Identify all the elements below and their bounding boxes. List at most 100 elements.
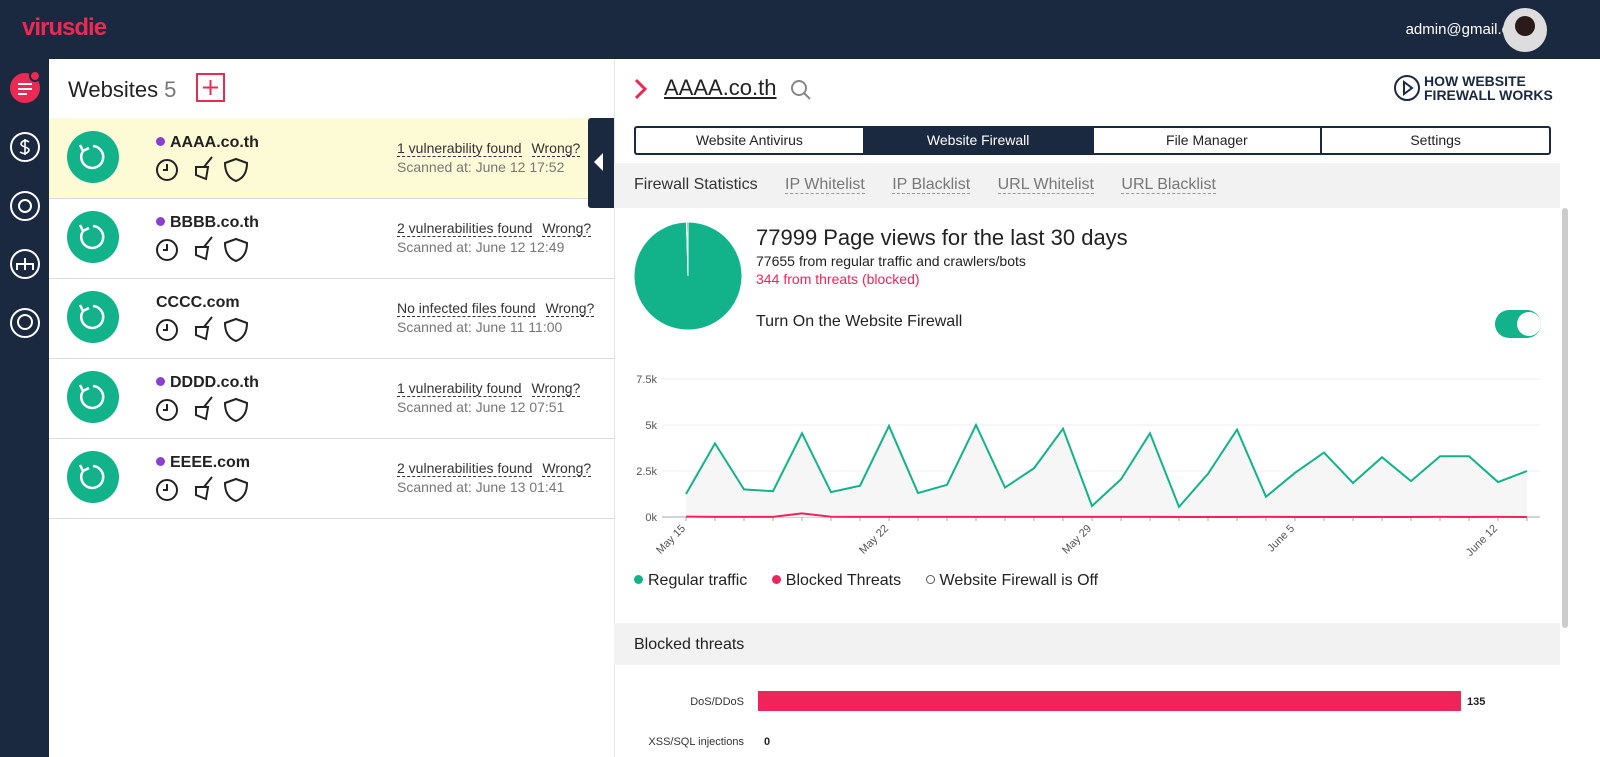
pie-value: 77655 [756, 253, 795, 269]
site-name: AAAA.co.th [156, 134, 259, 152]
subtab[interactable]: URL Blacklist [1121, 176, 1216, 194]
network-icon[interactable] [10, 249, 40, 279]
site-row[interactable]: CCCC.com No infected files found Wrong? Sca… [49, 278, 614, 359]
site-name-text: AAAA.co.th [170, 134, 259, 151]
subtab[interactable]: IP Blacklist [892, 176, 971, 194]
subtab[interactable]: Firewall Statistics [634, 176, 758, 193]
billing-icon[interactable] [10, 132, 40, 162]
scrollbar[interactable] [1562, 208, 1568, 628]
wrong-link[interactable]: Wrong? [531, 380, 581, 397]
search-handle [803, 92, 811, 100]
search-icon[interactable] [791, 80, 807, 96]
refresh-arrow [78, 304, 90, 313]
wrong-link[interactable]: Wrong? [531, 140, 581, 157]
badge [29, 70, 41, 82]
chat [17, 314, 33, 330]
logo[interactable]: virusdie [22, 14, 107, 41]
tab[interactable]: File Manager [1091, 128, 1321, 153]
pie-label: from regular traffic and crawlers/bots [798, 253, 1026, 269]
shield-icon [223, 397, 249, 423]
site-name-text: EEEE.com [170, 454, 251, 471]
scan-button[interactable] [67, 211, 119, 263]
refresh-arrow [78, 144, 90, 153]
site-row[interactable]: EEEE.com 2 vulnerabilities found Wrong? Sca… [49, 438, 614, 519]
scanned: Scanned at: June 12 07:51 [397, 399, 565, 415]
wrong-link[interactable]: Wrong? [542, 460, 592, 477]
pie-total: 77999 [756, 225, 818, 250]
clock-hands [163, 244, 168, 251]
top-bar [0, 0, 1600, 59]
status: 2 vulnerabilities found Wrong? [397, 460, 592, 477]
refresh-icon [80, 464, 105, 490]
scan-button[interactable] [67, 371, 119, 423]
site-name: BBBB.co.th [156, 214, 259, 232]
scan-button[interactable] [67, 291, 119, 343]
play [1403, 80, 1414, 96]
clock-icon [156, 319, 178, 341]
site-name: DDDD.co.th [156, 374, 259, 392]
legend-item: Regular traffic [634, 572, 747, 589]
broom-icon [195, 156, 213, 181]
broom-icon [195, 396, 213, 421]
site-name-text: DDDD.co.th [170, 374, 259, 391]
tab[interactable]: Settings [1320, 128, 1549, 153]
status-dot [156, 457, 165, 466]
user-email[interactable]: admin@gmail.com [1405, 21, 1530, 38]
legend-label: Regular traffic [648, 572, 748, 589]
status-text[interactable]: 1 vulnerability found [397, 140, 522, 157]
status-text[interactable]: No infected files found [397, 300, 536, 317]
legend-label: Blocked Threats [785, 572, 902, 589]
broom-icon [195, 316, 213, 341]
clock-hands [163, 324, 168, 331]
sites-heading: Websites 5 [68, 77, 176, 103]
subtab[interactable]: URL Whitelist [997, 176, 1094, 194]
subtab[interactable]: IP Whitelist [785, 176, 865, 194]
subtab-bar [614, 163, 1560, 208]
clock-hands [163, 164, 168, 171]
pie-title-text: Page views for the last 30 days [823, 225, 1128, 250]
status-text[interactable]: 2 vulnerabilities found [397, 460, 533, 477]
shield-icon [223, 157, 249, 183]
chat-icon[interactable] [10, 308, 40, 338]
tab[interactable]: Website Firewall [862, 128, 1092, 153]
line [685, 422, 1528, 509]
y-tick-label: 2.5k [636, 466, 657, 478]
x-tick-label: May 22 [857, 523, 891, 557]
scan-button[interactable] [67, 451, 119, 503]
how-line: FIREWALL WORKS [1424, 87, 1553, 103]
site-name: EEEE.com [156, 454, 250, 472]
status-text[interactable]: 1 vulnerability found [397, 380, 522, 397]
add-site-button[interactable] [196, 73, 225, 102]
y-tick-label: 5k [645, 420, 657, 432]
site-row[interactable]: BBBB.co.th 2 vulnerabilities found Wrong? S… [49, 198, 614, 279]
avatar-face [1515, 16, 1535, 36]
site-row[interactable]: DDDD.co.th 1 vulnerability found Wrong? Sca… [49, 358, 614, 439]
pie-line: 77655 from regular traffic and crawlers/b… [756, 253, 1128, 269]
x-tick-label: June 12 [1464, 523, 1500, 559]
status: 1 vulnerability found Wrong? [397, 380, 581, 397]
settings-icon[interactable] [10, 191, 40, 221]
y-tick-label: 0k [645, 512, 657, 524]
wrong-link[interactable]: Wrong? [542, 220, 592, 237]
menu-lines [18, 83, 32, 95]
sites-title: Websites [68, 77, 159, 102]
sidebar-icons [10, 70, 41, 338]
tab[interactable]: Website Antivirus [695, 132, 803, 148]
section-bar [614, 623, 1560, 665]
status-text[interactable]: 2 vulnerabilities found [397, 220, 533, 237]
legend-swatch [634, 575, 643, 584]
collapse-arrow [594, 153, 603, 171]
wrong-link[interactable]: Wrong? [545, 300, 595, 317]
x-tick-label: May 29 [1060, 523, 1094, 557]
clock-icon [156, 159, 178, 181]
pie-line: 344 from threats (blocked) [756, 271, 1128, 287]
legend-swatch [771, 575, 781, 584]
y-tick-label: 7.5k [636, 374, 657, 386]
scan-button[interactable] [67, 131, 119, 183]
x-tick-label: May 15 [654, 523, 688, 557]
refresh-icon [80, 384, 105, 410]
pie-slice [685, 221, 689, 277]
site-row[interactable]: AAAA.co.th 1 vulnerability found Wrong? Sca… [49, 118, 614, 199]
site-title[interactable]: AAAA.co.th [664, 75, 777, 100]
how-it-works[interactable]: HOW WEBSITE FIREWALL WORKS [1424, 74, 1553, 102]
